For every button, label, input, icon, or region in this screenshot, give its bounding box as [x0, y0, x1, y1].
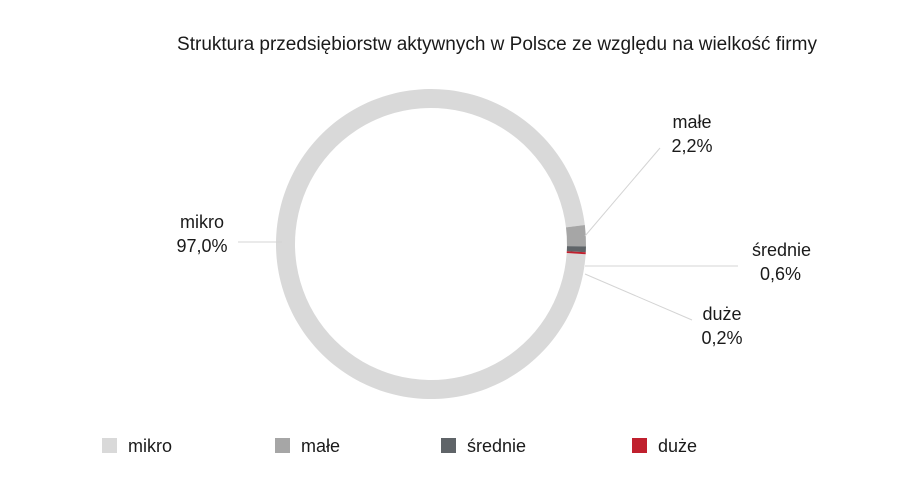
legend: mikro małe średnie duże: [102, 436, 697, 456]
legend-swatch-średnie: [441, 438, 456, 453]
slice-value-średnie: 0,6%: [760, 264, 801, 284]
leader-line-duże: [584, 273, 693, 321]
donut-slices: [276, 88, 586, 399]
leader-line-małe: [584, 147, 661, 237]
legend-label-mikro: mikro: [128, 436, 172, 456]
slice-label-małe: małe: [672, 112, 711, 132]
slice-label-duże: duże: [702, 304, 741, 324]
legend-swatch-mikro: [102, 438, 117, 453]
slice-value-małe: 2,2%: [671, 136, 712, 156]
slice-labels: mikro 97,0% małe 2,2% średnie 0,6% duże 0,2%: [176, 112, 811, 348]
legend-swatch-małe: [275, 438, 290, 453]
slice-duże: [566, 251, 586, 255]
slice-label-mikro: mikro: [180, 212, 224, 232]
slice-value-mikro: 97,0%: [176, 236, 227, 256]
chart-title: Struktura przedsiębiorstw aktywnych w Po…: [177, 34, 817, 55]
legend-label-małe: małe: [301, 436, 340, 456]
leader-lines: [238, 147, 738, 321]
slice-label-średnie: średnie: [752, 240, 811, 260]
slice-mikro: [276, 88, 586, 399]
legend-swatch-duże: [632, 438, 647, 453]
slice-średnie: [566, 246, 586, 253]
legend-label-średnie: średnie: [467, 436, 526, 456]
legend-label-duże: duże: [658, 436, 697, 456]
slice-małe: [565, 225, 586, 247]
slice-value-duże: 0,2%: [701, 328, 742, 348]
